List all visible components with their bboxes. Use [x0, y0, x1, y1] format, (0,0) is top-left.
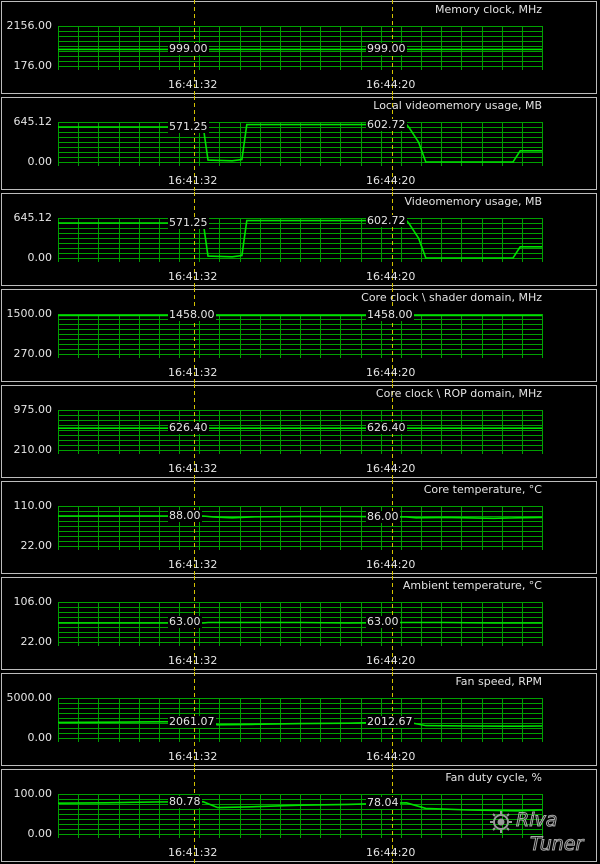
cursor-value-label: 63.00 — [168, 615, 202, 629]
graph-panel: Memory clock, MHz 2156.00 176.00 16:41:32 16… — [0, 0, 600, 96]
graph-title: Core clock \ shader domain, MHz — [361, 291, 542, 304]
y-max-label: 2156.00 — [6, 19, 53, 32]
y-max-label: 975.00 — [13, 403, 53, 416]
y-max-label: 106.00 — [13, 595, 53, 608]
time-label: 16:41:32 — [168, 78, 218, 91]
graph-title: Memory clock, MHz — [434, 3, 542, 16]
graph-canvas — [57, 672, 543, 768]
time-label: 16:41:32 — [168, 366, 218, 379]
panel-border — [1, 97, 597, 190]
cursor-value-label: 88.00 — [168, 509, 202, 522]
time-label: 16:44:20 — [366, 78, 416, 91]
time-label: 16:41:32 — [168, 558, 218, 571]
y-max-label: 645.12 — [13, 211, 53, 224]
series-line — [57, 800, 543, 812]
cursor-value-label: 63.00 — [366, 615, 400, 629]
cursor-value-label: 571.25 — [168, 215, 209, 229]
y-max-label: 5000.00 — [6, 691, 53, 704]
y-min-label: 0.00 — [27, 731, 53, 744]
graph-panel: Fan duty cycle, % 100.00 0.00 16:41:32 16:44… — [0, 768, 600, 864]
y-max-label: 1500.00 — [6, 307, 53, 320]
graph-panel: Core clock \ shader domain, MHz 1500.00 27… — [0, 288, 600, 384]
cursor-value-label: 999.00 — [168, 42, 209, 56]
panel-border — [1, 577, 597, 670]
graph-title: Fan duty cycle, % — [445, 771, 542, 784]
cursor-value-label: 999.00 — [366, 42, 407, 56]
y-min-label: 22.00 — [20, 539, 53, 552]
graph-canvas — [58, 576, 543, 672]
series-line — [58, 621, 542, 624]
time-label: 16:44:20 — [366, 750, 416, 763]
time-label: 16:44:20 — [366, 174, 416, 187]
graph-panel: Core clock \ ROP domain, MHz 975.00 210.00… — [0, 384, 600, 480]
cursor-value-label: 86.00 — [366, 509, 400, 523]
panel-border — [1, 481, 597, 574]
y-min-label: 210.00 — [13, 443, 53, 456]
cursor-value-label: 602.72 — [366, 213, 407, 227]
time-label: 16:44:20 — [366, 366, 416, 379]
cursor-value-label: 1458.00 — [168, 308, 216, 322]
cursor-value-label: 80.78 — [168, 794, 202, 808]
panel-border — [1, 673, 597, 766]
rivatuner-watermark-logo: Riva Tuner — [490, 809, 585, 856]
time-label: 16:41:32 — [168, 462, 218, 475]
time-label: 16:41:32 — [168, 750, 218, 763]
graph-title: Ambient temperature, °C — [402, 579, 542, 592]
series-line — [57, 720, 543, 728]
time-label: 16:41:32 — [168, 654, 218, 667]
graph-panel: Local videomemory usage, MB 645.12 0.00 16:… — [0, 96, 600, 192]
cursor-value-label: 571.25 — [168, 119, 209, 133]
time-label: 16:44:20 — [366, 846, 416, 859]
panel-border — [1, 1, 597, 94]
y-min-label: 0.00 — [27, 251, 53, 264]
svg-text:Tuner: Tuner — [530, 833, 584, 855]
graph-title: Core clock \ ROP domain, MHz — [375, 387, 542, 400]
graph-canvas — [57, 768, 543, 864]
graph-panel: Ambient temperature, °C 106.00 22.00 16:41:… — [0, 576, 600, 672]
cursor-value-label: 626.40 — [168, 421, 209, 435]
y-min-label: 0.00 — [27, 155, 53, 168]
svg-text:Riva: Riva — [516, 809, 557, 831]
panel-border — [1, 193, 597, 286]
time-label: 16:44:20 — [366, 462, 416, 475]
graph-canvas — [58, 288, 543, 384]
graph-canvas — [58, 480, 543, 576]
graph-panel: Fan speed, RPM 5000.00 0.00 16:41:32 16:44:2… — [0, 672, 600, 768]
y-max-label: 645.12 — [13, 115, 53, 128]
cursor-value-label: 78.04 — [366, 795, 400, 809]
graph-title: Fan speed, RPM — [455, 675, 542, 688]
time-label: 16:44:20 — [366, 558, 416, 571]
panel-border — [1, 769, 597, 862]
cursor-value-label: 626.40 — [366, 421, 407, 435]
graph-title: Core temperature, °C — [423, 483, 542, 496]
time-label: 16:41:32 — [168, 270, 218, 283]
cursor-value-label: 602.72 — [366, 117, 407, 131]
series-line — [58, 515, 543, 520]
graph-canvas — [58, 384, 543, 480]
y-min-label: 270.00 — [13, 347, 53, 360]
y-max-label: 100.00 — [13, 787, 53, 800]
y-max-label: 110.00 — [13, 499, 53, 512]
cursor-value-label: 2012.67 — [366, 714, 414, 728]
panel-border — [1, 385, 597, 478]
graph-panel: Videomemory usage, MB 645.12 0.00 16:41:32 1… — [0, 192, 600, 288]
time-label: 16:44:20 — [366, 654, 416, 667]
cursor-value-label: 2061.07 — [168, 714, 216, 728]
graph-canvas — [58, 0, 543, 96]
time-label: 16:41:32 — [168, 846, 218, 859]
panel-border — [1, 289, 597, 382]
time-label: 16:44:20 — [366, 270, 416, 283]
cursor-value-label: 1458.00 — [366, 308, 414, 322]
graph-title: Local videomemory usage, MB — [373, 99, 542, 112]
time-label: 16:41:32 — [168, 174, 218, 187]
graph-panel: Core temperature, °C 110.00 22.00 16:41:32 1… — [0, 480, 600, 576]
graph-title: Videomemory usage, MB — [404, 195, 543, 208]
y-min-label: 0.00 — [27, 827, 53, 840]
y-min-label: 176.00 — [13, 59, 53, 72]
y-min-label: 22.00 — [20, 635, 53, 648]
